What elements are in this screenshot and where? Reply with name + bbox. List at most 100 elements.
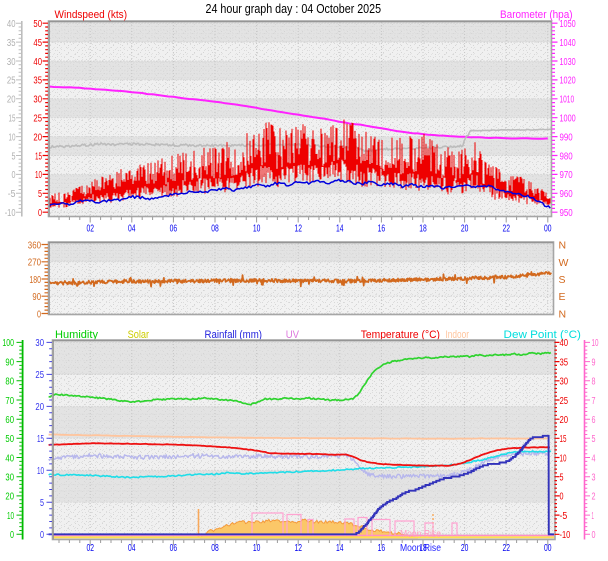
svg-text:Humidity: Humidity xyxy=(55,329,98,341)
svg-text:45: 45 xyxy=(33,38,42,49)
svg-text:30: 30 xyxy=(5,473,14,484)
svg-text:40: 40 xyxy=(33,57,42,68)
svg-text:970: 970 xyxy=(560,170,574,181)
svg-text:10: 10 xyxy=(560,453,567,464)
svg-text:Dew Point (°C): Dew Point (°C) xyxy=(504,329,581,341)
svg-text:10: 10 xyxy=(37,466,44,477)
svg-text:70: 70 xyxy=(5,396,14,407)
svg-text:0: 0 xyxy=(40,530,44,541)
svg-text:S: S xyxy=(559,274,566,286)
svg-text:0: 0 xyxy=(592,530,596,541)
svg-text:06: 06 xyxy=(170,543,178,554)
svg-text:30: 30 xyxy=(33,95,42,106)
svg-text:Solar: Solar xyxy=(128,329,150,341)
svg-text:10: 10 xyxy=(253,224,261,235)
svg-text:0: 0 xyxy=(560,492,564,503)
svg-text:20: 20 xyxy=(461,543,469,554)
svg-text:Rainfall (mm): Rainfall (mm) xyxy=(205,329,263,341)
svg-text:08: 08 xyxy=(211,543,219,554)
svg-text:5: 5 xyxy=(38,189,42,200)
svg-text:5: 5 xyxy=(12,151,16,162)
svg-text:35: 35 xyxy=(33,76,42,87)
svg-text:24 hour graph day : 04 October: 24 hour graph day : 04 October 2025 xyxy=(206,2,382,16)
svg-text:N: N xyxy=(559,309,567,321)
svg-text:9: 9 xyxy=(592,357,596,368)
svg-text:Moon Rise: Moon Rise xyxy=(400,529,441,540)
svg-text:25: 25 xyxy=(7,76,16,87)
svg-text:12: 12 xyxy=(294,224,302,235)
svg-text:00: 00 xyxy=(544,543,552,554)
svg-text:40: 40 xyxy=(7,19,16,30)
svg-text:6: 6 xyxy=(592,415,596,426)
svg-text:30: 30 xyxy=(7,57,16,68)
svg-text:20: 20 xyxy=(461,224,469,235)
svg-text:10: 10 xyxy=(9,132,16,143)
svg-text:E: E xyxy=(559,291,566,303)
svg-text:1040: 1040 xyxy=(560,38,577,49)
svg-text:90: 90 xyxy=(32,292,41,303)
svg-text:950: 950 xyxy=(560,208,574,219)
svg-text:960: 960 xyxy=(560,189,574,200)
svg-text:W: W xyxy=(559,257,569,269)
svg-text:20: 20 xyxy=(33,132,42,143)
svg-text:-5: -5 xyxy=(560,511,568,522)
svg-text:1030: 1030 xyxy=(560,57,577,68)
svg-text:16: 16 xyxy=(378,543,386,554)
svg-text:-10: -10 xyxy=(560,530,571,541)
svg-text:25: 25 xyxy=(33,114,42,125)
svg-text:100: 100 xyxy=(2,338,14,349)
svg-text:270: 270 xyxy=(28,258,42,269)
svg-text:1: 1 xyxy=(592,511,595,522)
svg-text:0: 0 xyxy=(10,530,14,541)
svg-text:20: 20 xyxy=(5,492,14,503)
svg-text:2: 2 xyxy=(592,492,596,503)
svg-text:20: 20 xyxy=(560,415,569,426)
svg-text:30: 30 xyxy=(560,377,569,388)
svg-text:Barometer (hpa): Barometer (hpa) xyxy=(500,9,573,21)
svg-text:0: 0 xyxy=(12,170,16,181)
svg-text:50: 50 xyxy=(5,434,14,445)
svg-text:360: 360 xyxy=(28,240,42,251)
svg-text:1050: 1050 xyxy=(560,19,577,30)
svg-text:02: 02 xyxy=(86,543,94,554)
svg-text:-5: -5 xyxy=(8,189,16,200)
svg-text:60: 60 xyxy=(5,415,14,426)
svg-text:10: 10 xyxy=(7,511,14,522)
svg-text:10: 10 xyxy=(592,338,599,349)
svg-text:15: 15 xyxy=(560,434,567,445)
svg-text:10: 10 xyxy=(35,170,42,181)
svg-text:0: 0 xyxy=(37,309,41,320)
svg-text:40: 40 xyxy=(560,338,569,349)
svg-text:1010: 1010 xyxy=(560,95,575,106)
svg-text:02: 02 xyxy=(86,224,94,235)
svg-text:15: 15 xyxy=(35,151,42,162)
svg-text:18: 18 xyxy=(419,543,427,554)
svg-text:40: 40 xyxy=(5,453,14,464)
svg-text:50: 50 xyxy=(33,19,42,30)
svg-text:N: N xyxy=(559,240,567,252)
svg-text:3: 3 xyxy=(592,473,596,484)
svg-text:180: 180 xyxy=(29,275,41,286)
svg-text:15: 15 xyxy=(9,114,16,125)
svg-text:990: 990 xyxy=(560,132,574,143)
svg-text:25: 25 xyxy=(560,396,569,407)
svg-text:14: 14 xyxy=(336,543,344,554)
svg-text:Indoor: Indoor xyxy=(446,329,470,341)
svg-text:08: 08 xyxy=(211,224,219,235)
svg-text:35: 35 xyxy=(7,38,16,49)
svg-text:5: 5 xyxy=(592,434,596,445)
svg-text:20: 20 xyxy=(7,95,16,106)
svg-text:12: 12 xyxy=(294,543,302,554)
svg-text:1000: 1000 xyxy=(560,114,577,125)
svg-text:18: 18 xyxy=(419,224,427,235)
svg-text:1020: 1020 xyxy=(560,76,577,87)
svg-text:15: 15 xyxy=(37,434,44,445)
svg-text:Moon Rise: Moon Rise xyxy=(400,543,441,554)
svg-text:16: 16 xyxy=(378,224,386,235)
svg-text:30: 30 xyxy=(35,338,44,349)
svg-text:04: 04 xyxy=(128,543,136,554)
svg-text:20: 20 xyxy=(35,402,44,413)
svg-text:06: 06 xyxy=(170,224,178,235)
svg-text:25: 25 xyxy=(35,370,44,381)
svg-text:22: 22 xyxy=(502,543,510,554)
